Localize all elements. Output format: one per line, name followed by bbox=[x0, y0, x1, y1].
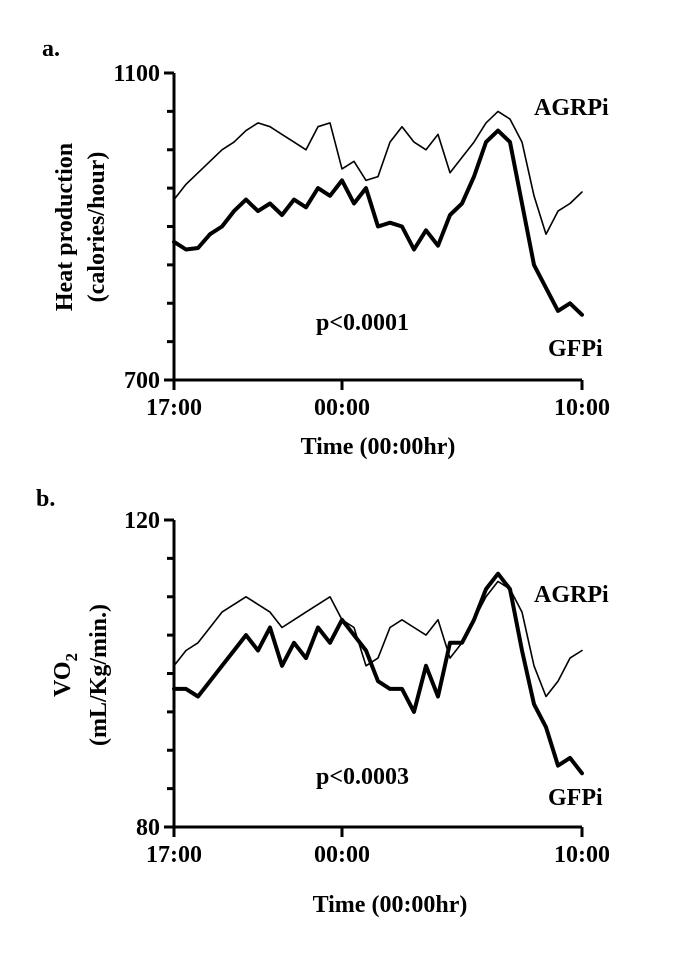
panel-a-series-line-gfpi bbox=[172, 128, 584, 317]
panel-b-y-title: VO2 (mL/Kg/min.) bbox=[50, 604, 112, 746]
panel-a-series bbox=[172, 110, 584, 317]
panel-a-x-tick-label: 17:00 bbox=[146, 395, 202, 421]
panel-a-annotation: p<0.0001 bbox=[316, 310, 409, 336]
panel-a-label: a. bbox=[42, 36, 60, 62]
panel-b-label: b. bbox=[36, 486, 55, 512]
panel-b-ylabel-subscript: 2 bbox=[62, 653, 81, 662]
panel-b-ylabel-vo: VO bbox=[50, 661, 76, 697]
panel-b-ylabel-line2: (mL/Kg/min.) bbox=[86, 604, 112, 746]
panel-a-series-label-gfpi: GFPi bbox=[548, 336, 603, 362]
panel-a-ylabel-line2: (calories/hour) bbox=[84, 152, 110, 303]
panel-b-series-label-agrpi: AGRPi bbox=[534, 582, 609, 608]
panel-b-x-tick-label: 10:00 bbox=[554, 842, 610, 868]
panel-a-ylabel-line1: Heat production bbox=[52, 143, 78, 311]
panel-a-y-title: Heat production (calories/hour) bbox=[52, 143, 110, 311]
panel-a-x-tick-label: 00:00 bbox=[314, 395, 370, 421]
panel-b-x-tick-label: 17:00 bbox=[146, 842, 202, 868]
panel-a-series-label-agrpi: AGRPi bbox=[534, 95, 609, 121]
panel-b-series-line-agrpi bbox=[173, 580, 583, 698]
panel-b-ylabel-main: VO2 bbox=[50, 653, 81, 697]
panel-b-series bbox=[172, 571, 584, 776]
panel-b-y-tick-label: 120 bbox=[124, 508, 160, 534]
panel-b-xlabel: Time (00:00hr) bbox=[313, 892, 468, 918]
panel-a-x-tick-label: 10:00 bbox=[554, 395, 610, 421]
panel-b-annotation: p<0.0003 bbox=[316, 764, 409, 790]
panel-a-y-tick-label: 1100 bbox=[113, 61, 160, 87]
panel-b-y-tick-label: 80 bbox=[136, 815, 160, 841]
panel-a-xlabel: Time (00:00hr) bbox=[301, 434, 456, 460]
panel-a-y-tick-label: 700 bbox=[124, 368, 160, 394]
panel-b: b. VO2 (mL/Kg/min.) 80 120 17:00 00:00 10:00… bbox=[36, 486, 610, 918]
panel-b-x-tick-label: 00:00 bbox=[314, 842, 370, 868]
panel-a-series-line-agrpi bbox=[173, 110, 583, 235]
panel-b-series-label-gfpi: GFPi bbox=[548, 785, 603, 811]
panel-b-series-line-gfpi bbox=[172, 571, 584, 776]
panel-a-axes: 700 1100 17:00 00:00 10:00 bbox=[113, 61, 610, 421]
panel-b-axes: 80 120 17:00 00:00 10:00 bbox=[124, 508, 610, 868]
panel-a: a. Heat production (calories/hour) 700 11… bbox=[42, 36, 610, 460]
